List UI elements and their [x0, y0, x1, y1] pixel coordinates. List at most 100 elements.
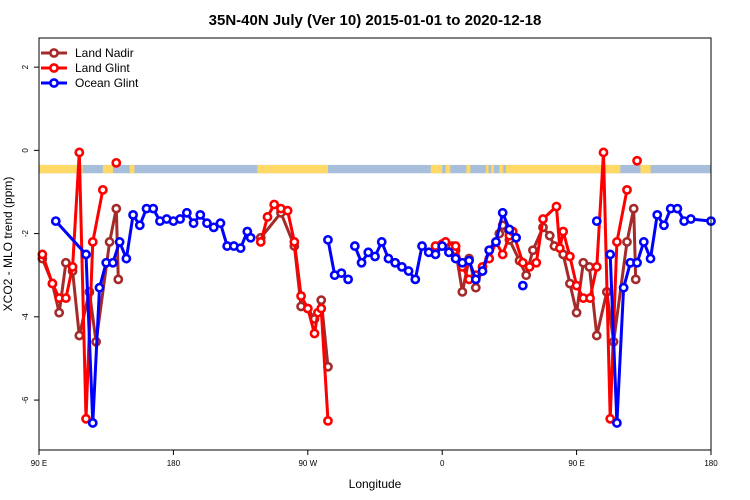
land-band [506, 164, 621, 174]
chart-title: 35N-40N July (Ver 10) 2015-01-01 to 2020… [209, 12, 542, 29]
land-band [485, 164, 489, 174]
data-point [81, 413, 91, 424]
data-point [551, 201, 562, 212]
data-point [585, 293, 595, 304]
data-point [477, 266, 488, 276]
data-point [349, 241, 360, 251]
data-point [591, 261, 602, 272]
data-point [134, 220, 145, 231]
data-point [97, 184, 108, 195]
legend-label: Ocean Glint [75, 76, 139, 90]
land-band [102, 164, 113, 174]
data-point [195, 209, 206, 220]
data-point [356, 257, 367, 268]
data-point [605, 413, 616, 424]
data-point [470, 274, 481, 285]
data-point [316, 295, 327, 306]
data-point [336, 268, 347, 279]
y-axis-label: XCO2 - MLO trend (ppm) [1, 177, 15, 312]
data-point [390, 257, 401, 268]
data-point [60, 293, 71, 304]
data-point [685, 214, 696, 224]
data-point [410, 274, 421, 285]
series-land-nadir [37, 203, 641, 372]
legend-marker [49, 48, 59, 58]
data-point [632, 257, 642, 268]
data-point [504, 224, 515, 235]
legend-label: Land Nadir [75, 46, 134, 60]
data-point [81, 249, 91, 260]
data-point [282, 205, 293, 216]
data-point [302, 303, 313, 314]
data-point [67, 261, 78, 272]
legend-label: Land Glint [75, 61, 130, 75]
axes: 90 E 180 90 W 0 90 E 180 2 0 -2 -4 -6 [21, 64, 718, 468]
data-point [54, 307, 65, 318]
data-point [111, 203, 122, 214]
y-tick-label: -2 [21, 229, 30, 237]
series-land-glint [37, 147, 642, 426]
data-point [554, 243, 565, 254]
data-point [450, 253, 461, 264]
land-band [499, 164, 504, 174]
data-point [457, 286, 468, 297]
data-point [571, 280, 582, 291]
data-point [323, 415, 333, 426]
data-point [618, 282, 629, 293]
data-point [114, 237, 125, 247]
data-point [622, 184, 632, 195]
data-point [517, 257, 528, 268]
y-tick-label: 2 [21, 64, 30, 69]
data-point [524, 261, 535, 272]
land-ocean-mask [39, 164, 711, 174]
data-point [50, 216, 61, 227]
data-point [104, 237, 115, 247]
land-band [430, 164, 443, 174]
data-point [37, 249, 48, 260]
data-point [316, 303, 327, 314]
x-tick-label: 90 E [31, 459, 47, 468]
data-point [659, 220, 669, 231]
land-band [640, 164, 651, 174]
data-point [74, 147, 85, 158]
land-band [257, 164, 328, 174]
data-point [591, 216, 602, 227]
data-point [517, 280, 528, 291]
data-point [605, 249, 616, 260]
data-point [296, 291, 306, 301]
data-point [396, 261, 407, 272]
data-point [531, 257, 542, 268]
data-point [269, 199, 280, 210]
data-point [343, 274, 354, 285]
data-point [255, 237, 266, 247]
data-point [383, 253, 394, 264]
data-point [148, 203, 159, 214]
y-tick-label: 0 [21, 148, 30, 153]
data-point [564, 251, 575, 262]
data-point [245, 232, 256, 243]
data-point [484, 245, 495, 256]
data-point [464, 255, 474, 266]
x-axis-label: Longitude [349, 477, 402, 491]
data-point [645, 253, 656, 264]
data-point [632, 155, 642, 166]
data-point [289, 237, 300, 247]
data-point [113, 274, 124, 285]
legend-marker [49, 63, 59, 73]
data-point [208, 222, 219, 233]
data-point [430, 249, 441, 260]
data-point [672, 203, 683, 214]
data-point [638, 237, 649, 247]
data-point [528, 245, 538, 256]
land-band [466, 164, 471, 174]
plot-frame [38, 37, 712, 451]
land-band [491, 164, 494, 174]
data-point [111, 157, 122, 168]
data-point [128, 209, 138, 220]
data-point [74, 330, 85, 341]
data-point [121, 253, 132, 264]
x-tick-label: 90 E [568, 459, 584, 468]
series-ocean-glint [50, 203, 716, 428]
x-tick-label: 0 [440, 459, 445, 468]
